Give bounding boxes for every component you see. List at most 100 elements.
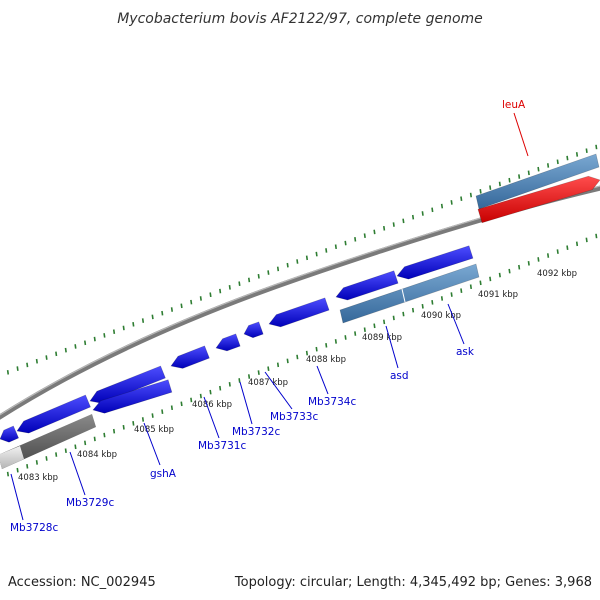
tick-dot bbox=[228, 285, 231, 290]
tick-label-8: 4091 kbp bbox=[478, 290, 518, 300]
tick-dot bbox=[354, 331, 357, 336]
tick-dot bbox=[209, 389, 212, 395]
tick-dot bbox=[363, 233, 366, 238]
tick-dot bbox=[373, 323, 376, 329]
tick-dot bbox=[286, 358, 289, 364]
tick-dot bbox=[276, 266, 280, 272]
tick-dot bbox=[469, 284, 473, 290]
tick-dot bbox=[55, 351, 58, 357]
tick-dot bbox=[16, 467, 19, 473]
steel-block-leuA bbox=[475, 153, 600, 210]
tick-label-5: 4088 kbp bbox=[306, 355, 346, 365]
tick-dot bbox=[141, 417, 145, 422]
genome-backbone bbox=[0, 185, 600, 420]
gene-label-Mb3733c: Mb3733c bbox=[270, 411, 318, 423]
tick-dot bbox=[26, 362, 29, 368]
gene-label-Mb3729c: Mb3729c bbox=[66, 497, 114, 509]
tick-dot bbox=[566, 245, 569, 251]
callout-line-asd bbox=[385, 325, 399, 369]
tick-dot bbox=[546, 253, 550, 258]
gene-arrow-mb3731c bbox=[170, 345, 210, 369]
tick-dot bbox=[103, 333, 106, 338]
gene-arrow-lower-1 bbox=[92, 379, 173, 414]
tick-dot bbox=[585, 148, 588, 154]
tick-dot bbox=[460, 196, 463, 202]
tick-dot bbox=[556, 249, 559, 254]
grey-block-light bbox=[0, 446, 24, 469]
tick-dot bbox=[402, 218, 405, 224]
gene-label-Mb3731c: Mb3731c bbox=[198, 440, 246, 452]
tick-dot bbox=[161, 310, 164, 316]
tick-dot bbox=[363, 327, 366, 332]
tick-dot bbox=[450, 292, 453, 297]
tick-dot bbox=[190, 397, 193, 403]
tick-label-0: 4083 kbp bbox=[18, 473, 58, 483]
gene-labels: Mb3728c Mb3729c gshA Mb3731c Mb3732c Mb3733c M… bbox=[10, 99, 529, 534]
tick-dot bbox=[402, 311, 405, 317]
tick-dot bbox=[325, 342, 328, 348]
tick-dot bbox=[238, 378, 241, 383]
tick-dot-rows bbox=[6, 144, 598, 477]
tick-dot bbox=[286, 262, 289, 268]
tick-dot bbox=[518, 174, 521, 179]
tick-dot bbox=[315, 251, 318, 257]
tick-label-3: 4086 kbp bbox=[192, 400, 232, 410]
gene-arrow-leuA bbox=[477, 175, 600, 224]
tick-dot bbox=[141, 318, 145, 323]
callout-line-gshA bbox=[143, 422, 161, 466]
tick-dot bbox=[498, 181, 501, 187]
gene-label-Mb3734c: Mb3734c bbox=[308, 396, 356, 408]
callout-line-Mb3728c bbox=[10, 473, 24, 521]
tick-dot bbox=[209, 292, 212, 298]
tick-dot bbox=[354, 237, 357, 242]
tick-dot bbox=[566, 155, 569, 161]
tick-dot bbox=[247, 277, 251, 283]
tick-dot bbox=[421, 211, 424, 216]
tick-dot bbox=[489, 185, 492, 190]
tick-dot bbox=[575, 152, 579, 157]
tick-dot bbox=[228, 382, 231, 387]
tick-dot bbox=[45, 355, 48, 360]
tick-dot bbox=[392, 315, 395, 321]
tick-dot bbox=[479, 189, 482, 194]
tick-dot bbox=[122, 424, 125, 430]
tick-dot bbox=[595, 144, 598, 150]
tick-dot bbox=[411, 214, 415, 220]
gene-label-Mb3728c: Mb3728c bbox=[10, 522, 58, 534]
tick-dot bbox=[508, 268, 511, 274]
tick-dot bbox=[537, 166, 540, 172]
tick-label-7: 4090 kbp bbox=[421, 311, 461, 321]
gene-label-leuA: leuA bbox=[502, 99, 526, 111]
genome-summary-text: Topology: circular; Length: 4,345,492 bp… bbox=[234, 575, 592, 590]
callout-line-ask bbox=[447, 303, 465, 345]
tick-dot bbox=[64, 448, 67, 453]
tick-dot bbox=[440, 296, 444, 301]
gene-label-ask: ask bbox=[456, 346, 475, 358]
gene-arrow-mb3734c bbox=[268, 297, 330, 328]
tick-dot bbox=[103, 432, 106, 438]
tick-dot bbox=[518, 264, 521, 270]
tick-dot bbox=[546, 163, 550, 168]
tick-dot bbox=[26, 463, 29, 469]
tick-dot bbox=[325, 248, 328, 253]
gene-arrow-ask bbox=[396, 245, 474, 280]
tick-dot bbox=[296, 259, 299, 264]
tick-dot bbox=[93, 436, 96, 442]
callout-line-Mb3733c bbox=[264, 371, 293, 410]
tick-dot bbox=[527, 261, 530, 266]
upper-dot-row bbox=[6, 144, 598, 375]
tick-dot bbox=[199, 393, 202, 399]
steel-block-asd-ask bbox=[339, 263, 480, 324]
tick-dot bbox=[344, 335, 347, 340]
callout-line-leuA bbox=[513, 112, 529, 157]
tick-dot bbox=[257, 273, 260, 279]
tick-dot bbox=[247, 374, 251, 379]
callout-line-Mb3732c bbox=[239, 381, 253, 425]
tick-dot bbox=[122, 325, 125, 331]
tick-dot bbox=[305, 255, 309, 261]
tick-dot bbox=[431, 207, 434, 213]
gene-arrow-mb3728c bbox=[0, 425, 19, 443]
tick-dot bbox=[383, 319, 386, 325]
tick-dot bbox=[450, 200, 453, 205]
